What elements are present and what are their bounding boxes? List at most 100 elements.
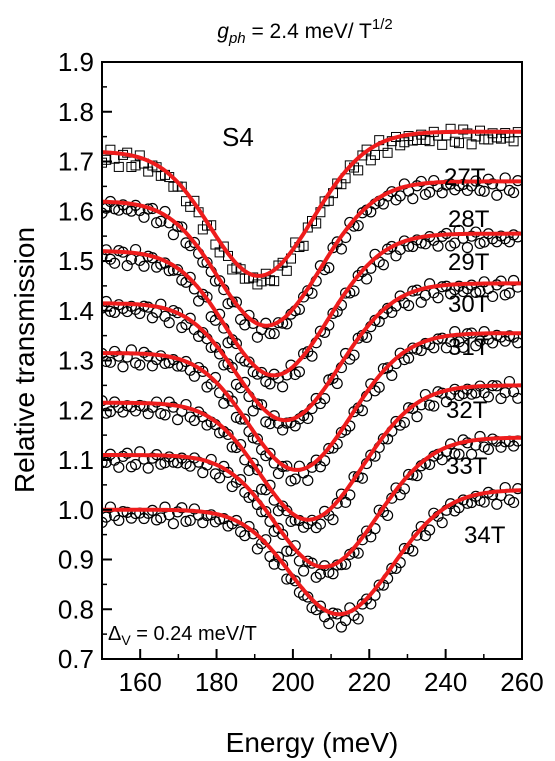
data-point: [503, 287, 515, 299]
y-axis-label: Relative transmission: [9, 227, 40, 493]
data-point: [407, 545, 419, 557]
data-point: [361, 525, 373, 537]
chart-title: gph = 2.4 meV/ T1/2: [217, 16, 393, 47]
series-label: 30T: [448, 291, 490, 318]
data-point: [226, 395, 238, 407]
data-point: [331, 377, 343, 390]
data-point: [474, 285, 486, 297]
fit-line: [102, 383, 522, 522]
data-point: [281, 573, 293, 585]
data-point: [474, 335, 486, 347]
y-tick-label: 1.5: [58, 246, 94, 276]
data-point: [377, 259, 389, 271]
data-point: [197, 365, 209, 377]
data-point: [277, 528, 289, 541]
data-point: [466, 448, 478, 460]
series-27T: [102, 123, 522, 290]
data-point: [235, 474, 247, 486]
data-point: [222, 428, 234, 441]
data-point: [428, 400, 440, 412]
data-point: [449, 448, 461, 460]
data-point: [470, 286, 482, 298]
series-label: 28T: [448, 206, 490, 233]
data-point: [104, 253, 117, 265]
data-point: [314, 518, 326, 530]
data-point: [440, 342, 452, 354]
data-point: [102, 251, 108, 263]
data-point: [247, 490, 259, 502]
data-point: [503, 330, 515, 342]
data-point: [352, 547, 364, 559]
data-point: [251, 464, 263, 476]
data-point: [424, 186, 436, 198]
fit-line: [102, 281, 522, 423]
data-point: [298, 240, 309, 251]
series-label: 31T: [448, 334, 490, 361]
data-point: [394, 489, 406, 501]
data-point: [188, 236, 200, 249]
data-point: [214, 472, 226, 484]
data-point: [340, 287, 352, 299]
data-point: [243, 356, 255, 368]
data-point: [167, 518, 179, 530]
series-30T: [102, 274, 522, 436]
annotation: ΔV = 0.24 meV/T: [108, 623, 257, 648]
fit-line: [102, 488, 522, 617]
data-point: [121, 260, 133, 272]
data-point: [331, 497, 343, 509]
data-point: [453, 336, 465, 348]
data-point: [172, 360, 184, 372]
data-point: [323, 442, 335, 455]
data-point: [424, 399, 436, 411]
data-point: [482, 391, 494, 403]
data-point: [121, 400, 133, 412]
y-tick-label: 1.3: [58, 346, 94, 376]
data-point: [235, 526, 247, 538]
data-point: [327, 514, 339, 526]
data-point: [327, 242, 339, 254]
data-point: [197, 467, 209, 479]
series-29T: [102, 224, 522, 393]
data-point: [102, 157, 107, 168]
data-point: [306, 350, 318, 362]
data-point: [281, 417, 293, 429]
data-point: [272, 522, 284, 534]
data-point: [159, 457, 171, 469]
data-point: [495, 392, 507, 405]
data-point: [134, 359, 146, 371]
data-point: [125, 205, 137, 217]
data-point: [361, 273, 373, 285]
data-point: [478, 185, 490, 197]
data-point: [327, 568, 339, 580]
data-point: [239, 319, 251, 331]
data-point: [491, 498, 503, 510]
series-label: 33T: [446, 453, 488, 480]
data-point: [361, 331, 373, 343]
data-point: [352, 613, 364, 625]
y-tick-label: 0.7: [58, 644, 94, 674]
data-point: [340, 614, 352, 627]
data-point: [197, 326, 209, 339]
y-tick-label: 0.9: [58, 545, 94, 575]
data-point: [449, 237, 461, 249]
x-tick-label: 220: [348, 667, 391, 697]
series-label: 34T: [464, 522, 506, 549]
data-point: [293, 366, 305, 378]
data-point: [432, 240, 444, 252]
data-point: [281, 545, 293, 557]
data-point: [117, 406, 129, 418]
data-point: [487, 178, 499, 190]
y-tick-label: 1.6: [58, 196, 94, 226]
data-point: [478, 496, 490, 508]
y-tick-label: 1.8: [58, 97, 94, 127]
data-point: [499, 386, 511, 399]
series-labels: 27T 28T 29T 30T 31T 32T 33T 34T: [444, 164, 506, 549]
series-33T: [102, 430, 522, 583]
x-axis: 160 180 200 220 240 260: [101, 649, 544, 697]
data-point: [466, 230, 478, 242]
data-point: [251, 398, 263, 410]
data-point: [289, 473, 301, 485]
data-point: [102, 154, 112, 165]
x-tick-label: 180: [195, 667, 238, 697]
